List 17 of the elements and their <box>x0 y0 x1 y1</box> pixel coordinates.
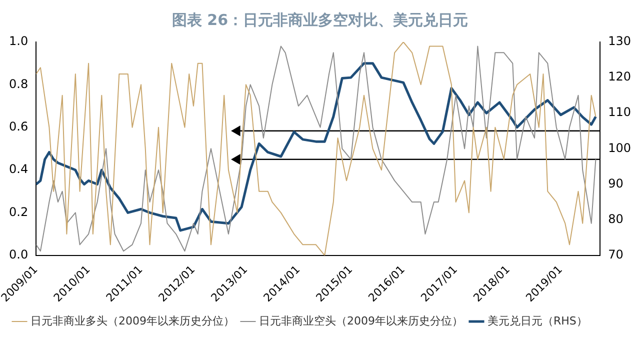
y-tick-label: 0.8 <box>8 76 28 91</box>
y-tick-label: 0.0 <box>8 247 28 262</box>
legend-label: 日元非商业多头（2009年以来历史分位） <box>30 314 234 328</box>
y2-tick-label: 90 <box>608 176 624 190</box>
legend-label: 美元兑日元（RHS） <box>487 314 588 328</box>
chart-title: 图表 26：日元非商业多空对比、美元兑日元 <box>172 10 468 29</box>
legend-label: 日元非商业空头（2009年以来历史分位） <box>258 314 463 328</box>
y2-tick-label: 110 <box>608 105 631 120</box>
y2-tick-label: 70 <box>608 247 624 262</box>
y2-tick-label: 100 <box>608 140 631 155</box>
y-tick-label: 0.2 <box>8 204 28 219</box>
y-tick-label: 0.4 <box>8 162 28 176</box>
y2-tick-label: 120 <box>608 70 631 84</box>
y-tick-label: 1.0 <box>8 34 28 48</box>
y2-tick-label: 130 <box>608 34 631 48</box>
y-tick-label: 0.6 <box>8 119 28 134</box>
y2-tick-label: 80 <box>608 212 624 226</box>
